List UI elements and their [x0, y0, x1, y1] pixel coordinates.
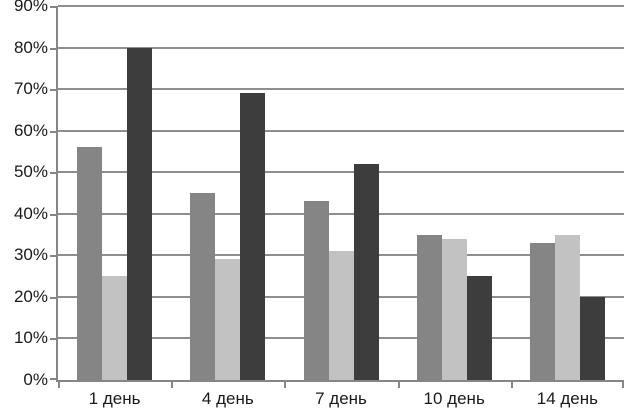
y-axis-tick — [50, 338, 56, 341]
x-axis-tick — [284, 382, 287, 388]
gridline — [58, 212, 624, 215]
category-label: 4 день — [201, 389, 254, 408]
bar — [555, 235, 580, 380]
gridline — [58, 5, 624, 7]
bar — [329, 251, 354, 380]
y-axis-label: 80% — [13, 37, 48, 57]
y-axis-tick — [50, 47, 56, 50]
bar — [190, 193, 215, 380]
bar — [304, 201, 329, 380]
y-axis-tick — [50, 89, 56, 92]
bar — [215, 259, 240, 380]
x-axis-tick — [622, 382, 624, 388]
gridline — [58, 46, 624, 49]
bar — [417, 235, 442, 380]
y-axis-tick — [50, 130, 56, 133]
category-label: 14 день — [536, 389, 599, 408]
y-axis-label: 30% — [13, 245, 48, 265]
y-axis-tick — [50, 378, 56, 380]
y-axis-label: 10% — [13, 328, 48, 348]
gridline — [58, 88, 624, 91]
bar — [127, 48, 152, 380]
y-axis-tick — [50, 6, 56, 8]
x-axis-tick — [58, 382, 60, 388]
bar — [77, 147, 102, 380]
y-axis-label: 20% — [13, 286, 48, 306]
plot-area: 0% 10% 20% 30% 40% 50% 60% 70% 80% 90% 1 день 4 ден… — [14, 0, 624, 408]
y-axis-label: 50% — [13, 162, 48, 182]
bar — [240, 93, 265, 380]
y-axis-tick — [50, 296, 56, 299]
bar — [442, 239, 467, 380]
y-axis-tick — [50, 255, 56, 258]
bar — [102, 276, 127, 380]
x-axis-tick — [171, 382, 174, 388]
category-label: 1 день — [88, 389, 141, 408]
category-label: 10 день — [423, 389, 485, 408]
x-axis-tick — [397, 382, 400, 388]
y-axis-label: 60% — [13, 120, 48, 140]
x-axis-tick — [510, 382, 513, 388]
gridline — [58, 129, 624, 132]
y-axis-label: 90% — [13, 0, 48, 15]
bar — [354, 164, 379, 380]
bar — [530, 243, 555, 380]
bar — [580, 297, 605, 380]
gridline — [58, 171, 624, 174]
y-axis-tick — [50, 213, 56, 216]
y-axis-label: 0% — [23, 370, 48, 389]
y-axis-tick — [50, 172, 56, 175]
y-axis-label: 70% — [13, 79, 48, 99]
category-label: 7 день — [315, 389, 367, 408]
bar — [467, 276, 492, 380]
y-axis-label: 40% — [13, 203, 48, 223]
